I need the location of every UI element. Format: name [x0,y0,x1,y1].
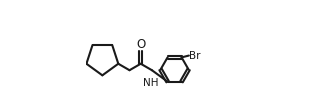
Text: Br: Br [189,51,201,61]
Text: O: O [136,38,145,51]
Text: NH: NH [143,78,159,87]
